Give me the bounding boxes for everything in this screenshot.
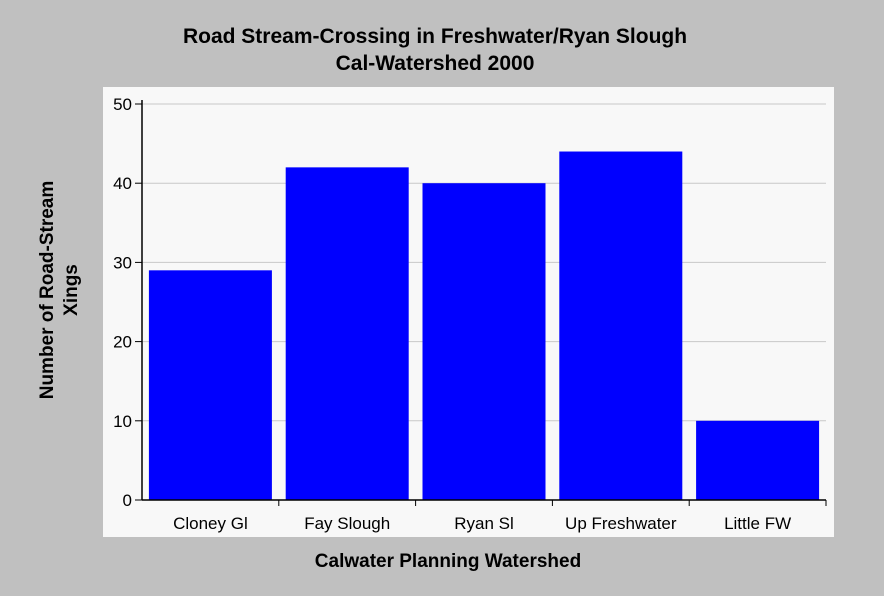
- y-axis-title-line-2: Xings: [61, 264, 82, 316]
- x-tick-label-3: Up Freshwater: [565, 514, 677, 533]
- bars: [148, 151, 820, 501]
- bar-2: [422, 183, 546, 500]
- y-tick-label-0: 0: [123, 491, 132, 510]
- x-tick-label-0: Cloney Gl: [173, 514, 248, 533]
- tick-labels: 0 10 20 30 40 50 Cloney Gl Fay Slough Ryan Sl Up …: [113, 95, 791, 533]
- x-axis-title: Calwater Planning Watershed: [315, 551, 581, 572]
- x-tick-label-4: Little FW: [724, 514, 791, 533]
- y-tick-label-2: 20: [113, 333, 132, 352]
- bar-1: [285, 167, 409, 501]
- x-tick-label-1: Fay Slough: [304, 514, 390, 533]
- chart-subtitle: Cal-Watershed 2000: [336, 52, 535, 75]
- y-tick-label-3: 30: [113, 253, 132, 272]
- bar-3: [559, 151, 683, 500]
- bar-0: [148, 270, 272, 500]
- chart-title: Road Stream-Crossing in Freshwater/Ryan …: [183, 25, 687, 48]
- x-tick-label-2: Ryan Sl: [454, 514, 514, 533]
- axes: [135, 100, 827, 506]
- bar-4: [696, 420, 820, 500]
- y-tick-label-5: 50: [113, 95, 132, 114]
- y-tick-label-1: 10: [113, 412, 132, 431]
- y-tick-label-4: 40: [113, 174, 132, 193]
- y-axis-title-line-1: Number of Road-Stream: [37, 181, 58, 400]
